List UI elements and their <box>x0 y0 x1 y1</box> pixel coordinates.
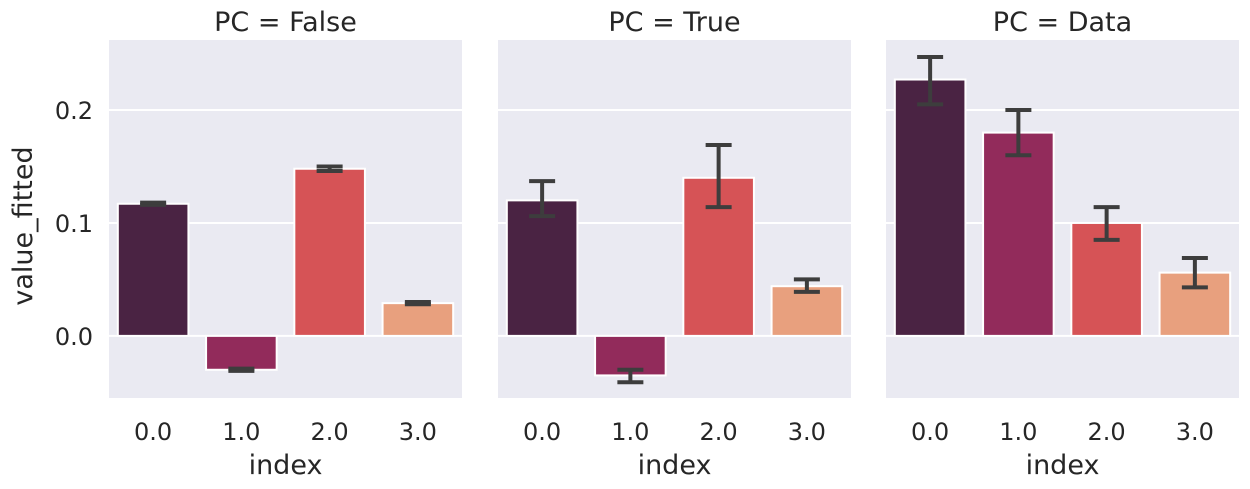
y-axis-label: value_fitted <box>8 146 39 305</box>
facet-panel: PC = Data 0.0 1.0 2.0 3.0 index <box>886 7 1239 481</box>
facet-panel: PC = True 0.0 1.0 2.0 3.0 index <box>498 7 851 481</box>
x-tick-label: 0.0 <box>911 418 949 446</box>
bar <box>381 302 455 337</box>
x-tick-label: 0.0 <box>523 418 561 446</box>
error-bar <box>793 277 820 294</box>
error-bar <box>617 367 644 385</box>
error-bar <box>228 366 255 373</box>
x-tick-label: 1.0 <box>611 418 649 446</box>
error-bar <box>140 200 167 207</box>
y-tick-label: 0.0 <box>55 323 93 351</box>
x-axis-label: index <box>249 450 323 481</box>
x-tick-label: 2.0 <box>1088 418 1126 446</box>
x-tick-label: 0.0 <box>134 418 172 446</box>
x-tick-label: 2.0 <box>311 418 349 446</box>
error-bar <box>1181 255 1208 290</box>
bar <box>982 131 1055 337</box>
error-bar <box>1093 205 1120 242</box>
error-bar <box>404 300 431 307</box>
facet-title: PC = Data <box>993 7 1132 38</box>
x-tick-label: 2.0 <box>700 418 738 446</box>
x-tick-label: 3.0 <box>399 418 437 446</box>
error-bar <box>705 143 732 210</box>
x-tick-label: 3.0 <box>1176 418 1214 446</box>
y-tick-label: 0.2 <box>55 97 93 125</box>
x-tick-label: 1.0 <box>222 418 260 446</box>
facet-title: PC = False <box>214 7 357 38</box>
error-bar <box>316 164 343 174</box>
bar <box>205 334 278 371</box>
x-axis-label: index <box>1026 450 1100 481</box>
facet-panel: PC = False 0.0 1.0 2.0 3.0 index 0.0 0.1 0.2 <box>55 7 462 481</box>
x-axis-label: index <box>638 450 712 481</box>
error-bar <box>1005 108 1032 158</box>
bar <box>116 202 190 337</box>
error-bar <box>917 54 944 107</box>
bar <box>505 199 579 337</box>
x-tick-label: 1.0 <box>999 418 1037 446</box>
facet-title: PC = True <box>608 7 740 38</box>
bar <box>893 78 967 337</box>
bar <box>770 285 844 337</box>
error-bar <box>529 179 556 219</box>
x-tick-label: 3.0 <box>788 418 826 446</box>
bar <box>293 167 366 337</box>
y-tick-label: 0.1 <box>55 210 93 238</box>
